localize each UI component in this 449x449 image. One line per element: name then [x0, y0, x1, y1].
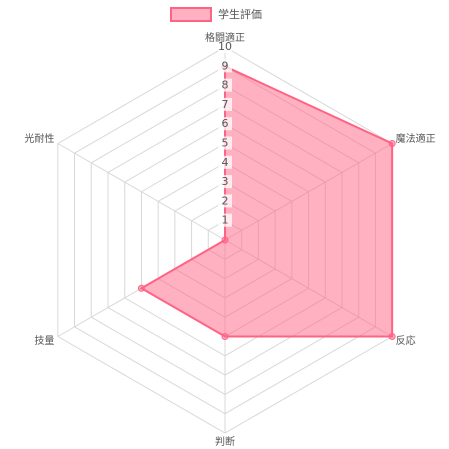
legend-swatch — [170, 7, 212, 22]
category-label: 格闘適正 — [205, 31, 245, 44]
point — [388, 140, 396, 147]
legend-label: 学生評価 — [218, 7, 262, 21]
tick-backdrop — [218, 136, 232, 150]
tick-backdrop — [218, 213, 232, 227]
r-tick-label: 7 — [222, 98, 229, 111]
r-tick-label: 5 — [222, 137, 229, 150]
category-label: 魔法適正 — [396, 132, 436, 145]
r-tick-label: 3 — [222, 175, 229, 188]
tick-backdrop — [218, 97, 232, 111]
tick-backdrop — [218, 40, 232, 53]
r-tick-label: 4 — [222, 156, 229, 169]
tick-backdrop — [218, 155, 232, 169]
radar-area — [139, 64, 394, 338]
category-label: 反応 — [396, 334, 416, 347]
category-label: 技量 — [34, 334, 54, 347]
tick-backdrop — [218, 194, 232, 208]
tick-backdrop — [218, 117, 232, 131]
tick-backdrop — [218, 78, 232, 92]
category-label: 光耐性 — [24, 132, 54, 145]
tick-backdrop — [218, 175, 232, 189]
r-tick-label: 9 — [222, 59, 229, 72]
point — [388, 333, 396, 340]
axis-line — [57, 143, 226, 241]
category-label: 判断 — [215, 435, 235, 448]
point — [137, 284, 145, 292]
r-tick-label: 1 — [222, 214, 229, 227]
point — [221, 333, 229, 340]
point — [221, 236, 229, 244]
r-tick-label: 10 — [218, 40, 232, 53]
r-tick-label: 8 — [222, 79, 229, 92]
r-tick-label: 6 — [222, 117, 229, 130]
r-tick-label: 2 — [222, 194, 229, 207]
tick-backdrop — [218, 59, 232, 73]
